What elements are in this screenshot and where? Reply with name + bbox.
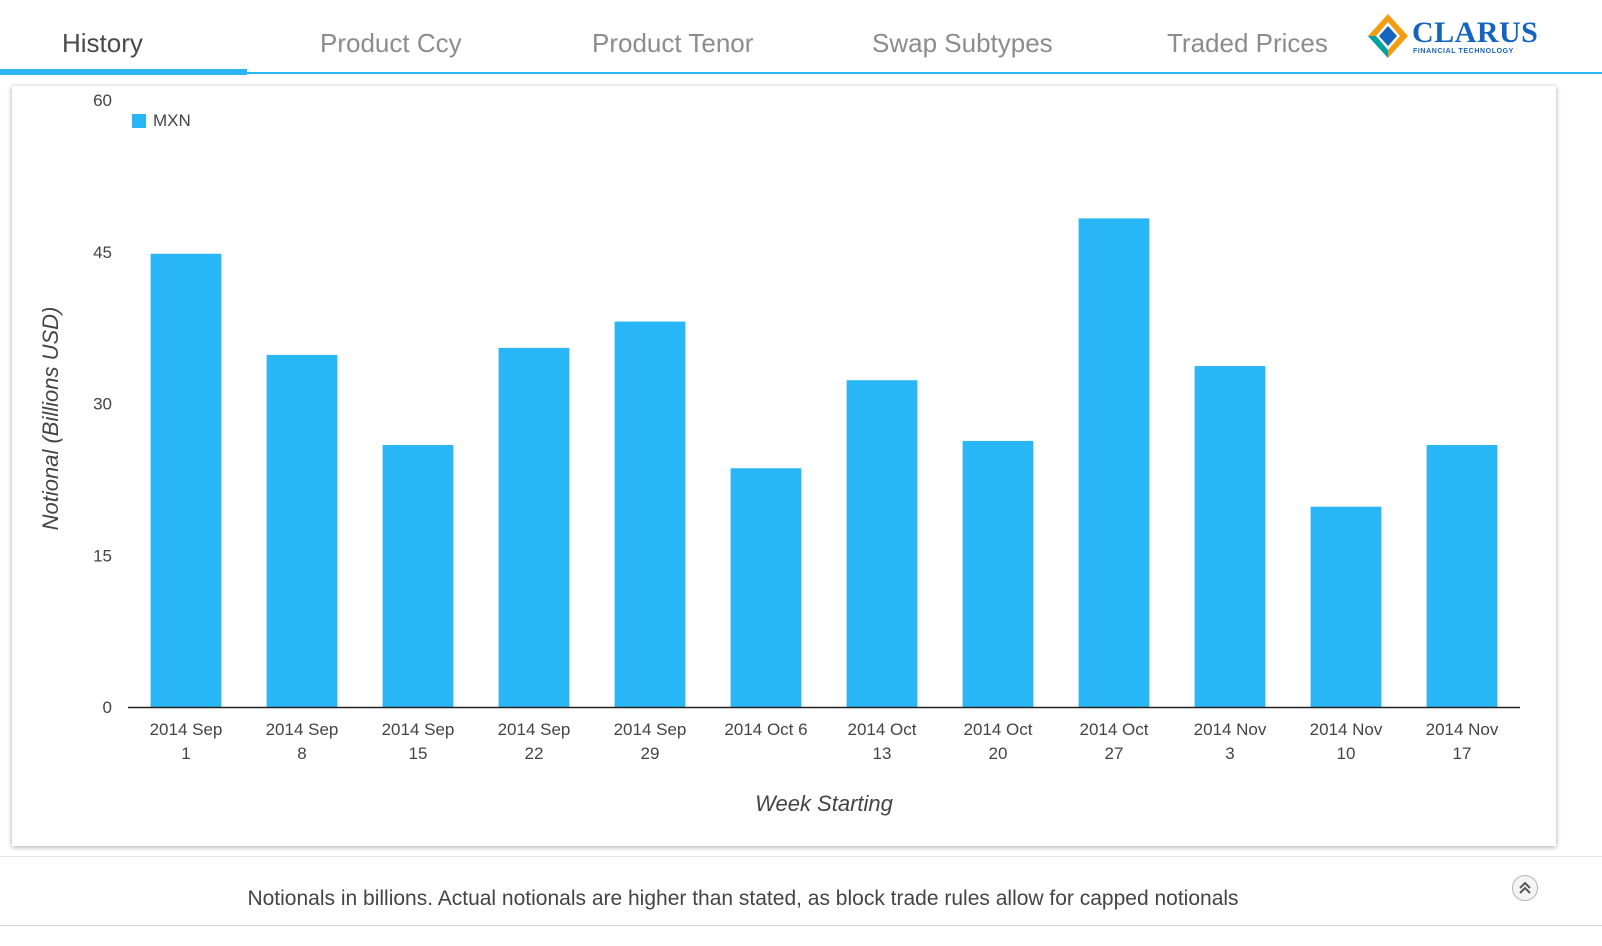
bar bbox=[1078, 218, 1150, 708]
bar bbox=[614, 321, 686, 707]
x-tick-label: 2014 Oct bbox=[964, 720, 1033, 739]
x-tick-label: 29 bbox=[641, 744, 660, 763]
legend-label: MXN bbox=[153, 111, 191, 130]
bar bbox=[1310, 506, 1382, 707]
tab-traded-prices[interactable]: Traded Prices bbox=[1167, 28, 1328, 58]
y-tick-label: 30 bbox=[93, 395, 112, 414]
active-tab-indicator bbox=[0, 69, 247, 75]
y-tick-label: 60 bbox=[93, 91, 112, 110]
x-tick-label: 20 bbox=[989, 744, 1008, 763]
tab-bar: History Product Ccy Product Tenor Swap S… bbox=[0, 0, 1602, 75]
footer-bar: Notionals in billions. Actual notionals … bbox=[0, 856, 1602, 926]
x-tick-label: 3 bbox=[1225, 744, 1234, 763]
brand-name: CLARUS bbox=[1412, 16, 1539, 49]
tab-product-ccy[interactable]: Product Ccy bbox=[320, 28, 462, 58]
tab-history[interactable]: History bbox=[62, 28, 143, 58]
brand-tagline: FINANCIAL TECHNOLOGY bbox=[1413, 48, 1514, 55]
footer-note: Notionals in billions. Actual notionals … bbox=[247, 887, 1239, 910]
y-tick-label: 0 bbox=[103, 698, 112, 717]
clarus-diamond-logo-icon bbox=[1368, 14, 1408, 58]
x-tick-label: 8 bbox=[297, 744, 306, 763]
tab-product-tenor[interactable]: Product Tenor bbox=[592, 28, 754, 58]
x-tick-label: 22 bbox=[525, 744, 544, 763]
x-tick-label: 17 bbox=[1453, 744, 1472, 763]
bar bbox=[382, 444, 454, 707]
x-tick-label: 2014 Sep bbox=[382, 720, 455, 739]
bar bbox=[266, 354, 338, 707]
x-tick-label: 2014 Sep bbox=[498, 720, 571, 739]
bar bbox=[846, 380, 918, 707]
x-tick-label: 15 bbox=[409, 744, 428, 763]
x-tick-label: 2014 Sep bbox=[614, 720, 687, 739]
double-chevron-up-icon bbox=[1519, 881, 1531, 894]
x-tick-label: 2014 Oct bbox=[1080, 720, 1149, 739]
bar bbox=[498, 347, 570, 707]
bar bbox=[962, 440, 1034, 707]
x-tick-label: 2014 Sep bbox=[266, 720, 339, 739]
bar bbox=[1426, 444, 1498, 707]
x-tick-label: 2014 Sep bbox=[150, 720, 223, 739]
tab-swap-subtypes[interactable]: Swap Subtypes bbox=[872, 28, 1053, 58]
x-tick-label: 2014 Nov bbox=[1194, 720, 1267, 739]
x-tick-label: 1 bbox=[181, 744, 190, 763]
x-tick-label: 2014 Nov bbox=[1426, 720, 1499, 739]
x-tick-label: 2014 Oct 6 bbox=[724, 720, 807, 739]
x-tick-label: 13 bbox=[873, 744, 892, 763]
y-tick-label: 45 bbox=[93, 243, 112, 262]
bar bbox=[730, 468, 802, 707]
x-axis-title: Week Starting bbox=[755, 791, 894, 816]
bar bbox=[150, 253, 222, 708]
y-tick-label: 15 bbox=[93, 546, 112, 565]
x-tick-label: 2014 Oct bbox=[848, 720, 917, 739]
collapse-button[interactable] bbox=[1512, 875, 1538, 901]
legend-swatch bbox=[132, 114, 146, 128]
y-axis-title: Notional (Billions USD) bbox=[38, 307, 63, 531]
x-tick-label: 2014 Nov bbox=[1310, 720, 1383, 739]
bar bbox=[1194, 366, 1266, 707]
clarus-logo[interactable]: CLARUS FINANCIAL TECHNOLOGY bbox=[1366, 10, 1556, 62]
x-tick-label: 27 bbox=[1105, 744, 1124, 763]
x-tick-label: 10 bbox=[1337, 744, 1356, 763]
chart-panel: 0 15 30 45 60 2014 Sep 1 2014 Sep 8 2014 Sep 15 201… bbox=[12, 86, 1556, 846]
